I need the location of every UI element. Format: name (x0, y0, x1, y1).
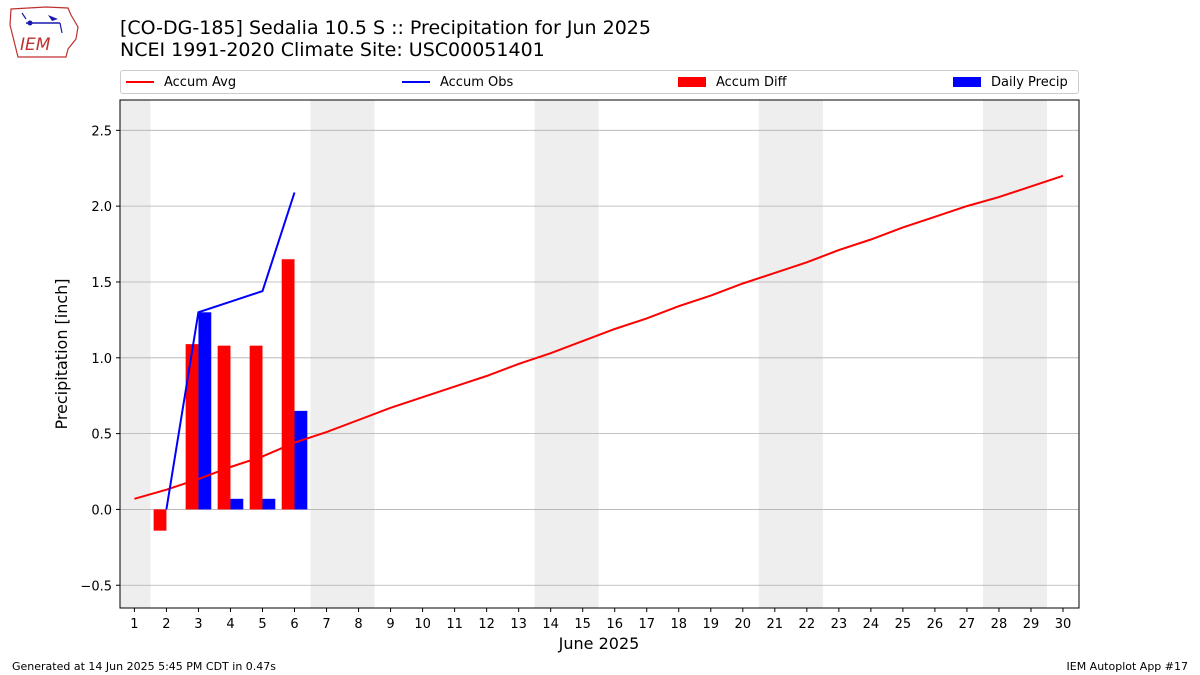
x-tick-label: 8 (354, 617, 362, 632)
y-tick-label: 2.0 (91, 200, 112, 215)
x-tick-label: 12 (478, 617, 495, 632)
x-axis: 1 2 3 4 5 6 7 8 9 10 11 12 13 14 15 16 17 18 19 20 21 22 23 24 2… (130, 608, 1071, 632)
weekend-band (758, 100, 791, 608)
accum-diff-bar (281, 259, 295, 510)
x-tick-label: 1 (130, 617, 138, 632)
legend-label-daily-precip: Daily Precip (991, 74, 1068, 90)
x-tick-label: 9 (386, 617, 394, 632)
y-tick-label: −0.5 (80, 579, 112, 594)
weekend-band (790, 100, 823, 608)
accum-diff-bar (185, 344, 199, 510)
y-tick-label: 1.5 (91, 276, 112, 291)
app-note: IEM Autoplot App #17 (1066, 660, 1189, 673)
chart-legend: Accum Avg Accum Obs Accum Diff Daily Pre… (120, 70, 1079, 94)
x-tick-label: 6 (290, 617, 298, 632)
x-tick-label: 29 (1023, 617, 1040, 632)
legend-label-accum-obs: Accum Obs (440, 74, 514, 90)
x-axis-label: June 2025 (558, 634, 640, 653)
daily-precip-bar (198, 312, 212, 510)
x-tick-label: 13 (510, 617, 527, 632)
x-tick-label: 23 (831, 617, 848, 632)
weekend-band (342, 100, 375, 608)
accum-obs-line (165, 192, 296, 510)
x-tick-label: 10 (414, 617, 431, 632)
logo-text: IEM (20, 35, 51, 55)
weekend-band (120, 100, 151, 608)
y-tick-label: 0.5 (91, 428, 112, 443)
x-tick-label: 4 (226, 617, 234, 632)
y-tick-label: 1.0 (91, 352, 112, 367)
x-tick-label: 7 (322, 617, 330, 632)
legend-swatch-daily-precip (953, 77, 981, 87)
daily-precip-bar (262, 498, 276, 510)
x-tick-label: 16 (606, 617, 623, 632)
legend-label-accum-diff: Accum Diff (716, 74, 787, 90)
bar-series (153, 259, 308, 531)
legend-swatch-accum-diff (678, 77, 706, 87)
chart-subtitle: NCEI 1991-2020 Climate Site: USC00051401 (120, 39, 545, 61)
x-tick-label: 21 (767, 617, 784, 632)
line-series (134, 174, 1064, 510)
gridlines (120, 129, 1079, 586)
accum-diff-bar (217, 345, 231, 510)
x-tick-label: 22 (799, 617, 816, 632)
legend-swatch-accum-obs (402, 81, 430, 83)
x-tick-label: 27 (959, 617, 976, 632)
x-tick-label: 25 (895, 617, 912, 632)
chart-title: [CO-DG-185] Sedalia 10.5 S :: Precipitat… (120, 17, 651, 39)
accum-avg-line (134, 174, 1064, 500)
legend-swatch-accum-avg (126, 81, 154, 83)
weekend-band (310, 100, 343, 608)
x-tick-label: 20 (735, 617, 752, 632)
y-axis-label: Precipitation [inch] (52, 278, 71, 429)
x-tick-label: 5 (258, 617, 266, 632)
weekend-band (1014, 100, 1047, 608)
x-tick-label: 3 (194, 617, 202, 632)
y-tick-label: 0.0 (91, 503, 112, 518)
daily-precip-bar (230, 498, 244, 510)
accum-diff-bar (153, 509, 167, 531)
y-tick-label: 2.5 (91, 124, 112, 139)
x-tick-label: 19 (702, 617, 719, 632)
x-tick-label: 14 (542, 617, 559, 632)
x-tick-label: 15 (574, 617, 591, 632)
x-tick-label: 2 (162, 617, 170, 632)
weekend-band (982, 100, 1015, 608)
x-tick-label: 18 (670, 617, 687, 632)
y-axis: −0.5 0.0 0.5 1.0 1.5 2.0 2.5 (80, 124, 120, 594)
accum-diff-bar (249, 345, 263, 510)
weekend-bands (120, 100, 1047, 608)
legend-label-accum-avg: Accum Avg (164, 74, 237, 90)
iem-logo: IEM (9, 6, 79, 58)
x-tick-label: 11 (446, 617, 463, 632)
x-tick-label: 17 (638, 617, 655, 632)
x-tick-label: 24 (863, 617, 880, 632)
legend-item-daily-precip: Daily Precip (953, 71, 1068, 93)
x-tick-label: 30 (1055, 617, 1072, 632)
legend-item-accum-diff: Accum Diff (678, 71, 787, 93)
weekend-band (566, 100, 599, 608)
plot-frame (119, 99, 1080, 609)
x-tick-label: 26 (927, 617, 944, 632)
x-tick-label: 28 (991, 617, 1008, 632)
generated-note: Generated at 14 Jun 2025 5:45 PM CDT in … (12, 660, 277, 673)
legend-item-accum-obs: Accum Obs (402, 71, 513, 93)
daily-precip-bar (294, 410, 308, 510)
legend-item-accum-avg: Accum Avg (126, 71, 236, 93)
